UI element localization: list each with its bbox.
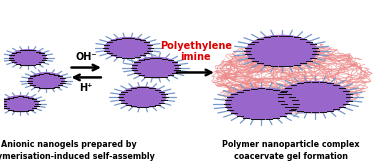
Text: coacervate gel formation: coacervate gel formation [234, 152, 348, 160]
Text: Anionic nanogels prepared by: Anionic nanogels prepared by [1, 140, 136, 149]
Circle shape [226, 88, 296, 119]
Text: polymerisation-induced self-assembly: polymerisation-induced self-assembly [0, 152, 155, 160]
Circle shape [120, 87, 166, 107]
Circle shape [133, 57, 179, 78]
Circle shape [29, 73, 64, 89]
Circle shape [10, 50, 46, 66]
Text: imine: imine [180, 52, 211, 62]
Circle shape [3, 96, 38, 112]
Circle shape [246, 35, 317, 67]
Text: OH⁻: OH⁻ [75, 52, 97, 62]
Circle shape [280, 81, 350, 113]
Text: Polyethylene: Polyethylene [160, 41, 232, 51]
Circle shape [105, 38, 151, 58]
Text: H⁺: H⁺ [79, 83, 93, 93]
Text: Polymer nanoparticle complex: Polymer nanoparticle complex [222, 140, 359, 149]
